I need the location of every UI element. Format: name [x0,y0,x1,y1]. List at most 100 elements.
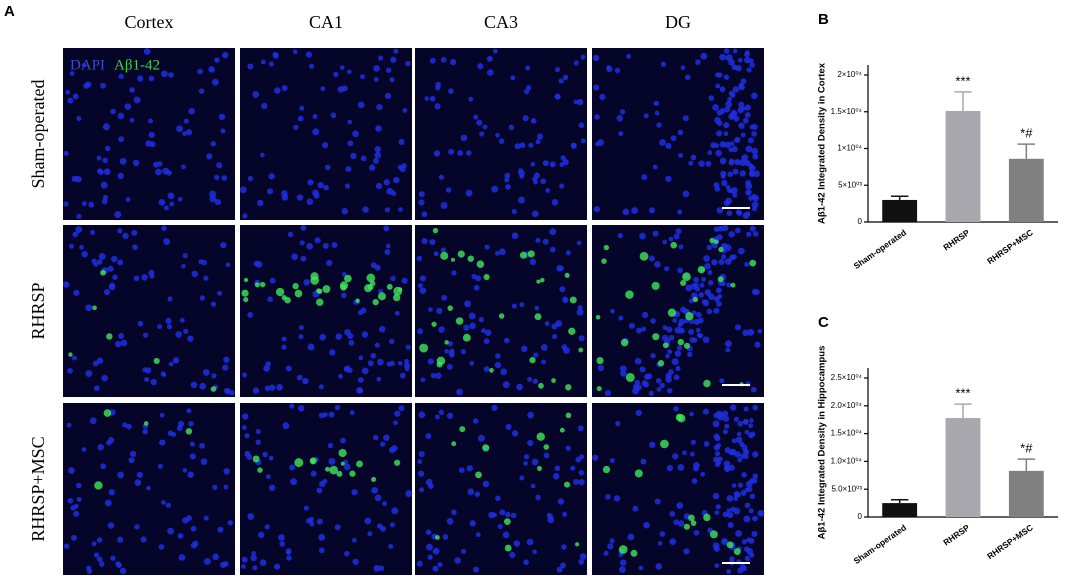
nucleus [726,569,732,575]
abeta-deposit [322,285,331,294]
nucleus [272,51,279,58]
nucleus [67,497,74,504]
nucleus [394,410,401,417]
nucleus [454,557,461,564]
nucleus [187,335,194,342]
nucleus [293,124,299,130]
nucleus [182,131,187,137]
nucleus [469,520,476,527]
nucleus [665,175,672,183]
nucleus [736,431,742,437]
nucleus [291,253,298,260]
nucleus [713,444,721,451]
nucleus [634,379,641,386]
abeta-deposit [68,352,73,357]
nucleus [265,474,271,480]
nucleus [494,361,502,369]
nucleus [264,524,270,530]
nucleus [225,262,231,268]
nucleus [675,228,682,235]
nucleus [659,531,666,537]
abeta-deposit [680,279,687,287]
panel-label: A [4,3,15,20]
nucleus [519,302,525,308]
nucleus [141,274,148,281]
nucleus [125,197,131,202]
nucleus [737,420,744,427]
nucleus [477,434,485,442]
nucleus [492,48,498,54]
nucleus [655,563,663,570]
nucleus [726,508,732,513]
nucleus [748,58,754,64]
nucleus [562,74,569,81]
nucleus [573,60,579,66]
nucleus [239,186,247,194]
nucleus [556,566,563,573]
nucleus [738,83,745,91]
nucleus [79,244,84,250]
nucleus [713,182,720,189]
nucleus [615,421,621,427]
nucleus [460,348,466,355]
nucleus [402,107,408,113]
nucleus [142,428,148,435]
nucleus [393,176,400,184]
nucleus [744,502,751,509]
nucleus [545,188,551,193]
nucleus [378,325,386,333]
nucleus [175,331,182,338]
nucleus [673,519,679,526]
column-label: CA3 [484,12,518,32]
nucleus [416,560,423,567]
nucleus [678,318,686,326]
nucleus [117,228,123,234]
nucleus [683,548,690,555]
nucleus [728,464,735,471]
nucleus [668,236,674,242]
nucleus [482,480,490,488]
abeta-deposit [578,347,584,353]
nucleus [702,336,710,344]
nucleus [549,161,556,168]
nucleus [655,378,662,384]
nucleus [466,465,473,472]
abeta-deposit [355,298,360,303]
nucleus [129,450,137,458]
nucleus [117,471,125,479]
nucleus [749,62,755,68]
nucleus [527,376,533,382]
nucleus [110,108,116,115]
nucleus [436,307,443,315]
nucleus [746,537,752,543]
nucleus [281,344,287,350]
nucleus [730,187,738,194]
nucleus [86,565,92,571]
bar [1008,158,1044,222]
abeta-deposit [498,313,505,319]
nucleus [721,179,728,187]
nucleus [345,166,352,173]
nucleus [531,210,539,218]
abeta-deposit [92,305,97,311]
nucleus [579,553,587,561]
nucleus [177,533,184,539]
nucleus [347,367,353,374]
abeta-deposit [639,251,649,261]
micrograph [240,403,413,575]
nucleus [390,275,396,282]
nucleus [401,277,408,284]
nucleus [570,465,576,471]
nucleus [282,422,290,430]
nucleus [723,460,731,468]
nucleus [580,54,586,60]
nucleus [535,139,541,145]
nucleus [125,423,132,430]
nucleus [100,181,108,189]
nucleus [652,164,658,170]
abeta-deposit [602,465,611,474]
nucleus [722,415,730,422]
nucleus [96,357,104,364]
nucleus [388,338,395,345]
nucleus [328,457,336,465]
